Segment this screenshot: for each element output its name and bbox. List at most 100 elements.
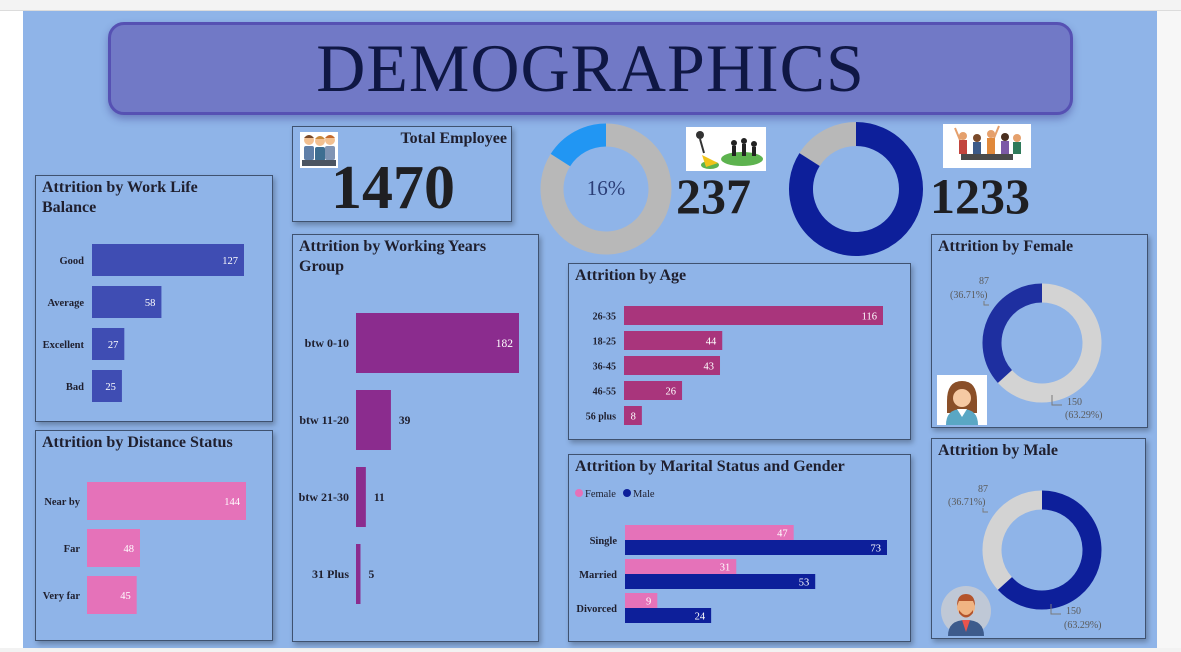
data-label-excellent: 27 (108, 340, 119, 351)
category-label-very-far: Very far (43, 591, 81, 602)
male-right-value: 150 (1066, 606, 1081, 617)
data-label-btw-11-20: 39 (399, 415, 411, 427)
marital-gender-chart: Female Male Single 47 73 Married 31 53 Divorce… (575, 489, 887, 623)
marital-gender-card[interactable]: Attrition by Marital Status and Gender F… (568, 454, 911, 642)
category-label-single: Single (590, 536, 618, 547)
data-label-56-plus: 8 (631, 412, 636, 423)
female-employee-icon (937, 375, 987, 430)
attrition-count: 237 (676, 168, 751, 224)
category-label-married: Married (579, 570, 617, 581)
category-label-btw-21-30: btw 21-30 (299, 490, 349, 504)
page-title: DEMOGRAPHICS (316, 30, 865, 106)
distance-status-card[interactable]: Attrition by Distance Status Near by 144 F… (35, 430, 273, 641)
category-label-36-45: 36-45 (593, 362, 616, 373)
bar-married-female[interactable] (625, 559, 737, 574)
category-label-near-by: Near by (44, 497, 80, 508)
active-rest-slice[interactable] (799, 122, 857, 167)
bar-average[interactable] (92, 286, 162, 318)
category-label-18-25: 18-25 (593, 337, 616, 348)
data-label-btw-0-10: 182 (496, 338, 514, 350)
attrition-percent-label: 16% (587, 176, 626, 200)
bar-married-male[interactable] (625, 574, 816, 589)
data-label-average: 58 (145, 298, 156, 309)
female-left-percent: (36.71%) (950, 290, 988, 301)
attrition-rest-slice[interactable] (540, 123, 672, 255)
male-rest-slice[interactable] (982, 490, 1043, 590)
bottom-strip (0, 648, 1181, 652)
female-donut-chart: 87 (36.71%) 150 (63.29%) (950, 276, 1103, 421)
attrition-donut[interactable]: 16% (538, 121, 674, 257)
data-label-26-35: 116 (862, 312, 877, 323)
distance-status-chart: Near by 144 Far 48 Very far 45 (43, 482, 246, 614)
work-life-balance-title: Attrition by Work Life Balance (42, 179, 198, 216)
data-label-36-45: 43 (704, 362, 715, 373)
category-label-good: Good (59, 256, 84, 267)
age-card[interactable]: Attrition by Age 26-35 116 18-25 44 36-45 43 4… (568, 263, 911, 440)
category-label-excellent: Excellent (43, 340, 85, 351)
female-title: Attrition by Female (938, 238, 1074, 255)
bar-btw-11-20[interactable] (356, 390, 391, 450)
bar-single-female[interactable] (625, 525, 794, 540)
marital-gender-title: Attrition by Marital Status and Gender (575, 458, 845, 475)
bar-near-by[interactable] (87, 482, 246, 520)
female-right-percent: (63.29%) (1065, 410, 1103, 421)
working-years-card[interactable]: Attrition by Working Years Group btw 0-1… (292, 234, 539, 642)
bar-36-45[interactable] (624, 356, 721, 375)
male-right-percent: (63.29%) (1064, 620, 1102, 631)
data-label-single-female: 47 (777, 529, 788, 540)
data-label-far: 48 (124, 544, 135, 555)
title-banner: DEMOGRAPHICS (108, 22, 1073, 115)
age-chart: 26-35 116 18-25 44 36-45 43 46-55 26 56 plus 8 (586, 306, 883, 425)
female-right-leader (1051, 395, 1062, 406)
legend-male-label: Male (633, 489, 655, 500)
legend-male-marker (623, 489, 631, 497)
bar-56-plus[interactable] (624, 406, 642, 425)
data-label-divorced-female: 9 (646, 597, 651, 608)
attrition-accent-slice[interactable] (550, 123, 607, 167)
active-donut[interactable] (788, 121, 924, 257)
data-label-married-male: 53 (799, 578, 810, 589)
data-label-31-plus: 5 (368, 569, 374, 581)
bar-26-35[interactable] (624, 306, 883, 325)
bar-single-male[interactable] (625, 540, 887, 555)
bar-divorced-male[interactable] (625, 608, 712, 623)
male-card[interactable]: Attrition by Male 87 (36.71%) 150 (63.29… (931, 438, 1146, 639)
female-rest-slice[interactable] (997, 283, 1102, 403)
legend-female-marker (575, 489, 583, 497)
right-strip (1157, 11, 1181, 652)
bar-far[interactable] (87, 529, 140, 567)
total-employee-card[interactable]: Total Employee 1470 (292, 126, 512, 222)
bar-31-plus[interactable] (356, 544, 361, 604)
bar-btw-0-10[interactable] (356, 313, 519, 373)
male-employee-icon (940, 586, 992, 641)
bar-excellent[interactable] (92, 328, 125, 360)
bar-very-far[interactable] (87, 576, 137, 614)
legend-female-label: Female (585, 489, 616, 500)
female-accent-slice[interactable] (982, 283, 1043, 383)
bar-divorced-female[interactable] (625, 593, 658, 608)
attrition-icon (686, 127, 766, 176)
data-label-good: 127 (222, 256, 238, 267)
male-title: Attrition by Male (938, 442, 1058, 459)
data-label-18-25: 44 (706, 337, 717, 348)
category-label-26-35: 26-35 (593, 312, 616, 323)
age-title: Attrition by Age (575, 267, 687, 284)
category-label-btw-11-20: btw 11-20 (299, 413, 349, 427)
bar-good[interactable] (92, 244, 244, 276)
category-label-31-plus: 31 Plus (312, 567, 349, 581)
active-count: 1233 (930, 168, 1030, 224)
work-life-balance-card[interactable]: Attrition by Work Life Balance Good 127 Av… (35, 175, 273, 422)
active-accent-slice[interactable] (789, 122, 923, 256)
data-label-46-55: 26 (666, 387, 677, 398)
bar-bad[interactable] (92, 370, 122, 402)
category-label-56-plus: 56 plus (586, 412, 616, 423)
female-card[interactable]: Attrition by Female 87 (36.71%) 150 (63.… (931, 234, 1148, 428)
working-years-title: Attrition by Working Years Group (299, 238, 487, 275)
bar-46-55[interactable] (624, 381, 683, 400)
bar-18-25[interactable] (624, 331, 723, 350)
top-strip (0, 0, 1181, 11)
female-left-value: 87 (979, 276, 989, 287)
female-left-leader (983, 301, 989, 306)
male-accent-slice[interactable] (997, 490, 1102, 610)
bar-btw-21-30[interactable] (356, 467, 366, 527)
